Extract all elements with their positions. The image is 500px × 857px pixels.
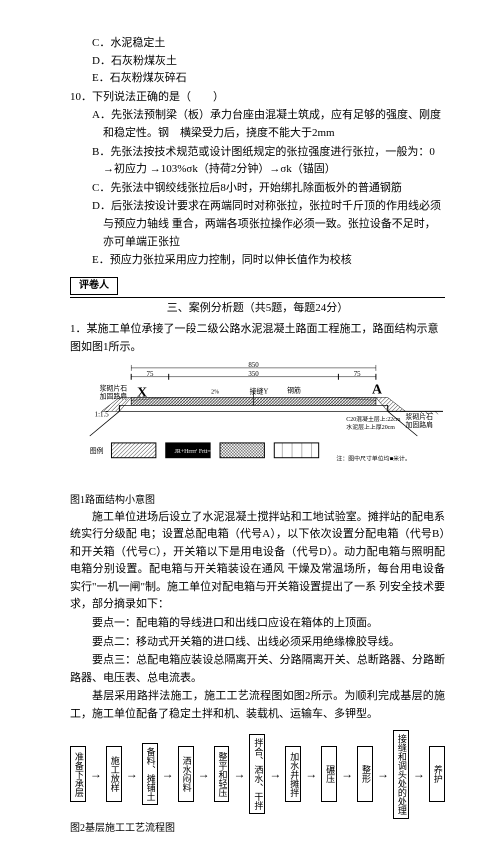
arrow-icon: → (377, 768, 389, 780)
fig1-caption: 图1路面结构小意图 (70, 493, 445, 509)
svg-text:浆砌片石: 浆砌片石 (100, 383, 128, 392)
arrow-icon: → (269, 768, 281, 780)
q10-a: A．先张法预制梁（板）承力台座由混凝土筑成，应有足够的强度、刚度和稳定性。钢 横… (81, 107, 445, 142)
svg-text:75: 75 (354, 370, 361, 377)
arrow-icon: → (341, 768, 353, 780)
svg-text:C20混凝土层上:22cm: C20混凝土层上:22cm (346, 415, 401, 423)
flow-box: 碾压 (321, 746, 337, 802)
flow-box: 接缝和调头处的处理 (393, 730, 409, 819)
case1-p2: 要点一：配电箱的导线进口和出线口应设在箱体的上顶面。 (70, 615, 445, 633)
arrow-icon: → (162, 768, 174, 780)
option-c: C．水泥稳定土 (70, 35, 445, 53)
flow-box: 备料、摊铺土 (142, 743, 158, 805)
arrow-icon: → (126, 768, 138, 780)
flow-box: 整平和轻压 (214, 746, 230, 802)
svg-text:850: 850 (248, 362, 259, 369)
fig2-caption: 图2基层施工工艺流程图 (70, 821, 445, 837)
case1-stem: 1．某施工单位承接了一段二级公路水泥混凝土路面工程施工，路面结构示意图如图1所示… (70, 321, 445, 356)
case1-p5: 基层采用路拌法施工，施工工艺流程图如图2所示。为顺利完成基层的施工，施工单位配备… (70, 688, 445, 723)
flow-box: 拌合、洒水、干拌 (249, 734, 265, 814)
flow-box: 养护 (429, 746, 445, 802)
svg-text:注：图中尺寸单位均■米计。: 注：图中尺寸单位均■米计。 (336, 454, 410, 462)
q10-c: C．先张法中钢绞线张拉后8小时，开始绑扎除面板外的普通钢筋 (70, 180, 445, 198)
svg-text:2%: 2% (211, 389, 219, 395)
svg-text:350: 350 (248, 370, 259, 377)
section3-title: 三、案例分析题（共5题，每题24分） (70, 300, 445, 318)
q10-d: D．后张法按设计要求在两端同时对称张拉，张拉时千斤顶的作用线必须与预应力轴线 重… (81, 198, 445, 251)
arrow-icon: → (305, 768, 317, 780)
svg-text:1:1.5: 1:1.5 (95, 411, 110, 418)
arrow-icon: → (90, 768, 102, 780)
svg-text:水泥层上上厚20cm: 水泥层上上厚20cm (346, 423, 395, 431)
divider (70, 297, 445, 298)
q10-e: E．预应力张拉采用应力控制，同时以伸长值作为校核 (70, 252, 445, 270)
svg-text:浆砌片石: 浆砌片石 (406, 412, 434, 421)
arrow-icon: → (413, 768, 425, 780)
flow-box: 加水并摊拌 (285, 746, 301, 802)
svg-text:JR+Hrrrr' Frtt=i: JR+Hrrrr' Frtt=i (175, 448, 213, 454)
flow-box: 准备下承层 (70, 746, 86, 802)
case1-p3: 要点二：移动式开关箱的进口线、出线必须采用绝缘橡胶导线。 (70, 634, 445, 652)
svg-text:加固路肩: 加固路肩 (406, 420, 434, 429)
svg-text:图例: 图例 (90, 445, 104, 454)
reviewer-box: 评卷人 (70, 277, 118, 295)
q10-stem: 10．下列说法正确的是（ ） (70, 89, 445, 107)
figure2-flow: 准备下承层 → 施工放样 → 备料、摊铺土 → 洒水闷料 → 整平和轻压 → 拌… (70, 730, 445, 819)
arrow-icon: → (198, 768, 210, 780)
case1-p1: 施工单位进场后设立了水泥混凝土搅拌站和工地试验室。摊拌站的配电系统实行分级配 电… (70, 509, 445, 615)
q10-b: B．先张法按技术规范或设计图纸规定的张拉强度进行张拉，一般为：0 →初应力 →1… (81, 144, 445, 179)
case1-p4: 要点三：总配电箱应装设总隔离开关、分路隔离开关、总断路器、分路断路器、电压表、总… (70, 652, 445, 687)
option-d: D．石灰粉煤灰土 (70, 53, 445, 71)
svg-text:接缝Y: 接缝Y (250, 386, 269, 395)
svg-text:钢筋: 钢筋 (287, 385, 301, 394)
flow-box: 施工放样 (106, 746, 122, 802)
arrow-icon: → (233, 768, 245, 780)
svg-text:75: 75 (147, 370, 154, 377)
option-e: E．石灰粉煤灰碎石 (70, 70, 445, 88)
flow-box: 洒水闷料 (178, 746, 194, 802)
figure1-road-section: 850 75 350 75 浆砌片石 加固路肩 X 接缝Y 钢筋 2% 1:1.… (70, 362, 445, 480)
svg-text:A: A (372, 381, 382, 396)
flow-box: 整形 (357, 746, 373, 802)
